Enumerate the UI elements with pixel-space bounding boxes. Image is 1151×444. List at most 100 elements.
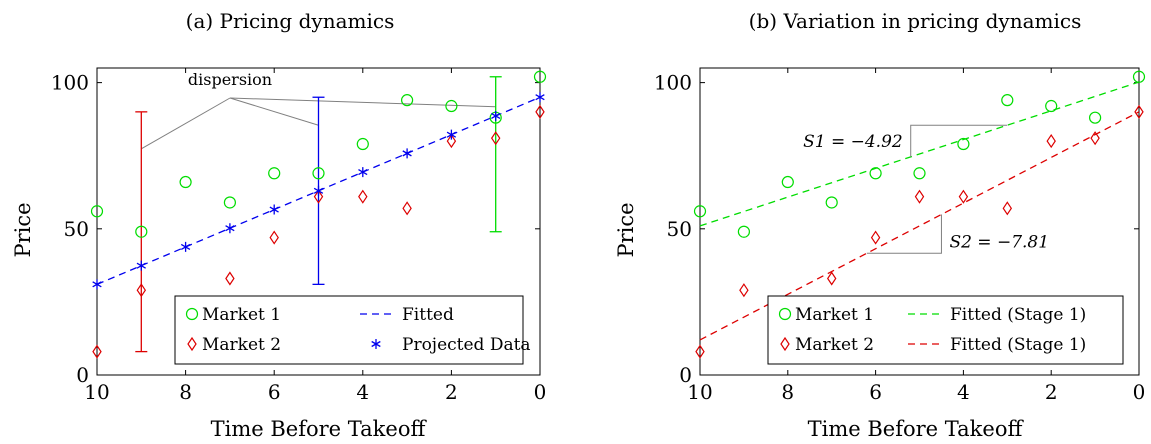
- slope1-triangle: [910, 124, 1008, 157]
- panel-a-xlabel: Time Before Takeoff: [211, 417, 428, 441]
- panel-b: (b) Variation in pricing dynamics Time B…: [614, 9, 1145, 441]
- panel-a-ytick-label: 0: [76, 363, 89, 387]
- market2-point: [92, 344, 102, 359]
- market2-point: [826, 271, 837, 286]
- market1-point: [223, 196, 236, 209]
- market1-point: [737, 225, 751, 238]
- dispersion-label: dispersion: [188, 70, 272, 89]
- projected-point: [491, 110, 501, 121]
- dispersion-pointer-line: [141, 97, 231, 150]
- panel-a-plot-frame: [96, 67, 541, 376]
- market1-point: [445, 99, 458, 113]
- market1-point: [356, 137, 369, 151]
- legend-market2-label: Market 2: [202, 335, 281, 355]
- market2-point: [402, 201, 412, 216]
- market1-point: [268, 167, 281, 180]
- panel-a-xtick-label: 6: [268, 380, 281, 404]
- market1-point: [135, 225, 148, 238]
- panel-a-ytick-label: 100: [51, 71, 89, 95]
- legend-market1-label: Market 1: [202, 305, 281, 325]
- market1-point: [1132, 70, 1146, 83]
- panel-a-title: (a) Pricing dynamics: [186, 9, 395, 33]
- market1-point: [533, 70, 547, 83]
- panel-a-ylabel: Price: [11, 202, 35, 257]
- projected-point: [180, 241, 191, 252]
- panel-a-xtick-label: 2: [445, 380, 458, 404]
- panel-a: (a) Pricing dynamics Time Before Takeoff…: [11, 9, 546, 441]
- market2-point: [313, 189, 324, 204]
- legend-market2-marker: [187, 336, 197, 352]
- market2-point: [358, 189, 368, 204]
- panel-b-xtick-label: 2: [1045, 380, 1058, 404]
- panel-b-plot-frame: [699, 67, 1140, 376]
- panel-b-xlabel: Time Before Takeoff: [808, 417, 1025, 441]
- market1-point: [957, 137, 970, 151]
- market1-point: [1088, 111, 1102, 124]
- panel-b-xtick-label: 10: [687, 380, 712, 404]
- legend-projected-marker: [371, 339, 381, 349]
- market2-point: [1134, 104, 1144, 119]
- market1-point: [825, 196, 838, 209]
- panel-b-ytick-label: 50: [667, 217, 692, 241]
- fitted-stage1-line-market2: [699, 111, 1140, 341]
- projected-point: [136, 260, 146, 271]
- market2-point: [958, 189, 969, 204]
- panel-b-legend: [767, 295, 1124, 365]
- market2-point: [1046, 134, 1056, 149]
- legend-market1-marker: [778, 307, 792, 321]
- slope1-label: S1 = −4.92: [803, 132, 903, 152]
- legend-market2-marker: [780, 336, 790, 352]
- panel-b-ylabel: Price: [614, 202, 638, 257]
- market2-point: [1090, 131, 1100, 146]
- projected-point: [269, 204, 279, 215]
- panel-a-xtick-label: 8: [179, 380, 192, 404]
- legend-market2-label: Market 2: [795, 335, 874, 355]
- market2-point: [1002, 201, 1013, 216]
- market2-point: [225, 271, 235, 286]
- legend-fitted-green-label: Fitted (Stage 1): [950, 305, 1086, 325]
- projected-point: [225, 223, 235, 234]
- panel-a-xtick-label: 10: [84, 380, 109, 404]
- market1-point: [179, 175, 192, 189]
- panel-a-legend: [174, 295, 524, 365]
- market1-point: [401, 94, 414, 107]
- market2-point: [739, 283, 749, 298]
- panel-b-xtick-label: 6: [869, 380, 882, 404]
- panel-a-ytick-label: 50: [64, 217, 89, 241]
- market2-point: [136, 283, 147, 298]
- legend-projected-label: Projected Data: [402, 335, 531, 355]
- market1-point: [312, 167, 325, 180]
- projected-point: [446, 129, 457, 140]
- dispersion-pointer-line: [229, 97, 319, 126]
- market2-point: [870, 230, 881, 245]
- projected-point: [313, 185, 324, 196]
- dispersion-pointer-line: [229, 97, 496, 108]
- legend-fitted-red-label: Fitted (Stage 1): [950, 335, 1086, 355]
- slope2-label: S2 = −7.81: [949, 232, 1049, 252]
- market1-point: [781, 175, 794, 189]
- projected-point: [535, 92, 545, 103]
- panel-a-xtick-label: 0: [534, 380, 547, 404]
- market1-point: [913, 167, 926, 180]
- legend-market1-marker: [185, 307, 199, 321]
- market1-point: [90, 205, 104, 218]
- market2-point: [446, 134, 457, 149]
- projected-point: [358, 167, 368, 178]
- panel-b-title: (b) Variation in pricing dynamics: [749, 9, 1082, 33]
- market2-point: [535, 104, 545, 119]
- market1-point: [869, 167, 882, 180]
- panel-b-xtick-label: 8: [781, 380, 794, 404]
- market2-point: [914, 189, 925, 204]
- panel-b-ytick-label: 0: [679, 363, 692, 387]
- projected-point: [92, 279, 102, 290]
- market1-point: [693, 205, 707, 218]
- fitted-stage1-line-market1: [699, 81, 1140, 227]
- market2-point: [490, 131, 501, 146]
- market1-point: [1001, 94, 1014, 107]
- market2-point: [269, 230, 279, 245]
- projected-point: [402, 148, 412, 159]
- legend-fitted-label: Fitted: [402, 305, 454, 325]
- market2-point: [695, 344, 705, 359]
- slope2-triangle: [866, 214, 942, 254]
